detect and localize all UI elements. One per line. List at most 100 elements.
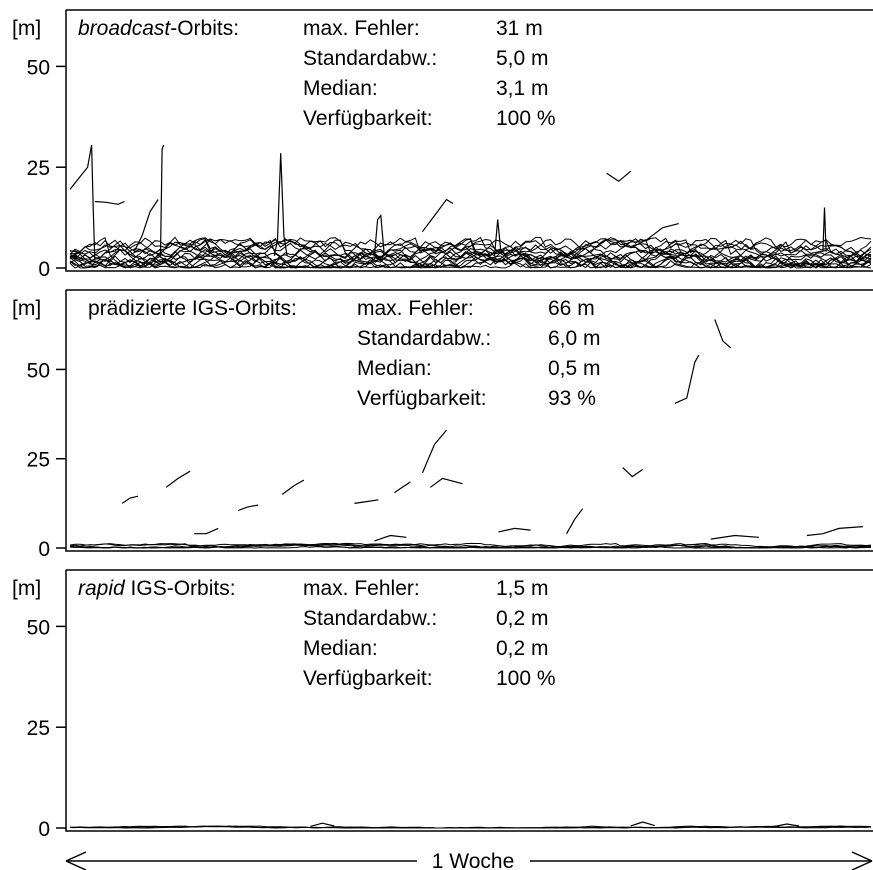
stat-label: Median: bbox=[303, 77, 378, 100]
stat-label: max. Fehler: bbox=[303, 17, 420, 40]
error-trace bbox=[566, 508, 584, 534]
error-noise-trace bbox=[70, 237, 872, 269]
error-trace bbox=[710, 534, 759, 540]
stat-value: 0,2 m bbox=[496, 607, 549, 630]
stat-label: Verfügbarkeit: bbox=[303, 107, 433, 130]
stat-value: 31 m bbox=[496, 17, 543, 40]
stat-value: 100 % bbox=[496, 107, 556, 130]
panel-title-rest: -Orbits: bbox=[170, 17, 239, 40]
error-trace bbox=[714, 319, 732, 349]
error-noise-trace bbox=[69, 238, 872, 269]
panel-frame bbox=[65, 569, 873, 832]
error-noise-trace bbox=[69, 254, 872, 269]
error-trace bbox=[630, 821, 655, 827]
error-noise-trace bbox=[69, 542, 872, 549]
stat-label: max. Fehler: bbox=[357, 297, 474, 320]
error-noise-trace bbox=[69, 236, 872, 269]
y-tick-label: 0 bbox=[38, 258, 50, 281]
error-trace bbox=[281, 479, 305, 495]
y-tick-label: 50 bbox=[27, 56, 50, 79]
error-trace bbox=[310, 822, 335, 827]
panel-title: broadcast-Orbits: bbox=[78, 17, 239, 40]
stat-label: Standardabw.: bbox=[303, 607, 437, 630]
error-trace bbox=[133, 199, 159, 253]
error-trace bbox=[165, 470, 191, 488]
panel-title-italic: broadcast bbox=[78, 17, 171, 40]
stat-label: Median: bbox=[357, 357, 432, 380]
error-trace bbox=[430, 477, 463, 488]
error-trace bbox=[774, 823, 799, 827]
error-trace bbox=[354, 499, 379, 504]
stat-value: 5,0 m bbox=[496, 47, 549, 70]
y-unit-label: [m] bbox=[12, 577, 41, 600]
panel-frame bbox=[65, 9, 873, 272]
error-trace bbox=[606, 170, 632, 183]
error-trace bbox=[194, 527, 219, 535]
stat-label: Verfügbarkeit: bbox=[303, 667, 433, 690]
stat-value: 66 m bbox=[548, 297, 595, 320]
error-trace bbox=[674, 354, 700, 404]
stat-value: 3,1 m bbox=[496, 77, 549, 100]
y-tick-label: 50 bbox=[27, 359, 50, 382]
error-trace bbox=[421, 198, 454, 233]
y-tick-label: 25 bbox=[27, 157, 50, 180]
error-trace bbox=[622, 467, 644, 478]
y-tick-label: 25 bbox=[27, 449, 50, 472]
week-arrow-left-head-icon bbox=[65, 851, 87, 870]
error-trace bbox=[394, 481, 411, 494]
stat-value: 6,0 m bbox=[548, 327, 601, 350]
stat-label: Verfügbarkeit: bbox=[357, 387, 487, 410]
error-noise-trace bbox=[69, 542, 872, 549]
stat-label: Median: bbox=[303, 637, 378, 660]
error-trace bbox=[498, 527, 531, 533]
stat-value: 93 % bbox=[548, 387, 596, 410]
error-noise-trace bbox=[69, 236, 872, 269]
panel-1: [m] 0 25 50 broadcast-Orbits: max. Fehler: 31 … bbox=[12, 9, 873, 281]
stat-label: max. Fehler: bbox=[303, 577, 420, 600]
panel-title-rest: prädizierte IGS-Orbits: bbox=[88, 297, 297, 320]
error-trace bbox=[374, 534, 407, 542]
stat-value: 100 % bbox=[496, 667, 556, 690]
y-tick-label: 0 bbox=[38, 538, 50, 561]
error-trace bbox=[159, 144, 165, 256]
error-trace bbox=[69, 144, 93, 190]
panel-title: rapid IGS-Orbits: bbox=[78, 577, 236, 600]
week-span-label: 1 Woche bbox=[432, 850, 515, 870]
panel-2: [m] 0 25 50 prädizierte IGS-Orbits: max. Fehl… bbox=[12, 289, 873, 561]
error-trace bbox=[273, 153, 288, 257]
y-unit-label: [m] bbox=[12, 297, 41, 320]
panel-title-rest: IGS-Orbits: bbox=[125, 577, 236, 600]
error-trace bbox=[121, 495, 139, 504]
panel-frame bbox=[65, 289, 873, 552]
panel-title: prädizierte IGS-Orbits: bbox=[88, 297, 297, 320]
y-unit-label: [m] bbox=[12, 17, 41, 40]
panel-3: [m] 0 25 50 rapid IGS-Orbits: max. Fehler: 1,5… bbox=[12, 569, 873, 841]
error-trace bbox=[91, 144, 96, 260]
error-trace bbox=[806, 526, 864, 537]
error-trace bbox=[822, 207, 827, 252]
error-trace bbox=[493, 219, 502, 256]
y-tick-label: 25 bbox=[27, 717, 50, 740]
panels-layer: [m] 0 25 50 broadcast-Orbits: max. Fehler: 31 … bbox=[12, 9, 873, 841]
stat-value: 0,2 m bbox=[496, 637, 549, 660]
stat-label: Standardabw.: bbox=[357, 327, 491, 350]
y-tick-label: 0 bbox=[38, 818, 50, 841]
panel-title-italic: rapid bbox=[78, 577, 126, 600]
y-tick-label: 50 bbox=[27, 616, 50, 639]
error-trace bbox=[421, 429, 447, 474]
error-noise-trace bbox=[69, 238, 872, 269]
week-arrow-right-head-icon bbox=[851, 851, 873, 870]
error-trace bbox=[630, 223, 679, 249]
error-trace bbox=[94, 200, 125, 205]
error-trace bbox=[237, 504, 259, 512]
error-noise-trace bbox=[69, 238, 872, 269]
error-trace bbox=[373, 214, 385, 256]
stat-value: 0,5 m bbox=[548, 357, 601, 380]
week-span-footer: 1 Woche bbox=[65, 850, 873, 870]
error-noise-trace bbox=[69, 238, 872, 269]
stat-label: Standardabw.: bbox=[303, 47, 437, 70]
error-noise-trace bbox=[69, 242, 872, 269]
error-noise-trace bbox=[70, 825, 872, 829]
